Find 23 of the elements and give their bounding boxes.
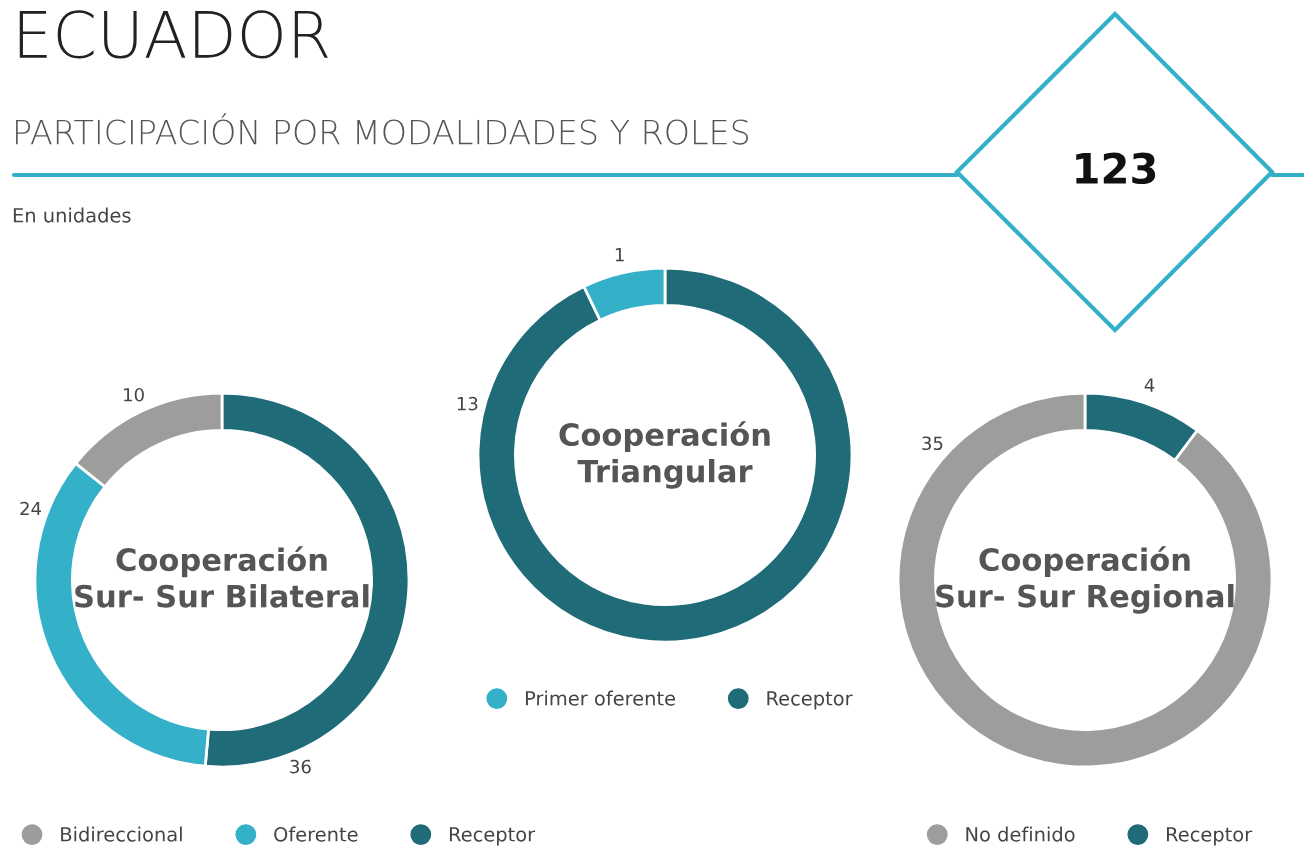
data-label: 24 [20, 501, 42, 516]
text: Cooperación Sur- Sur Regional [936, 546, 1234, 614]
legend-label: Receptor [1166, 827, 1253, 846]
data-label: 4 [1144, 378, 1155, 392]
data-label: 13 [457, 396, 478, 411]
data-label: 35 [922, 436, 943, 451]
donut-slice [476, 266, 854, 644]
legend-label: Oferente [274, 826, 358, 842]
legend-label: Receptor [449, 827, 536, 846]
legend-label: Primer oferente [525, 690, 676, 706]
text: PARTICIPACIÓN POR MODALIDADES Y ROLES [16, 113, 749, 145]
legend-label: Receptor [767, 691, 853, 710]
text: Cooperación Triangular [559, 421, 770, 489]
data-label: 36 [290, 759, 311, 774]
text: ECUADOR [19, 10, 328, 59]
text: 123 [1076, 152, 1156, 185]
legend-label: Bidireccional [61, 826, 182, 842]
donut-slice [896, 391, 1274, 769]
data-label: 10 [124, 387, 144, 402]
data-label: 1 [615, 248, 624, 262]
text: En unidades [13, 207, 131, 223]
legend-label: No definido [966, 826, 1075, 842]
text: Cooperación Sur- Sur Bilateral [75, 546, 369, 608]
